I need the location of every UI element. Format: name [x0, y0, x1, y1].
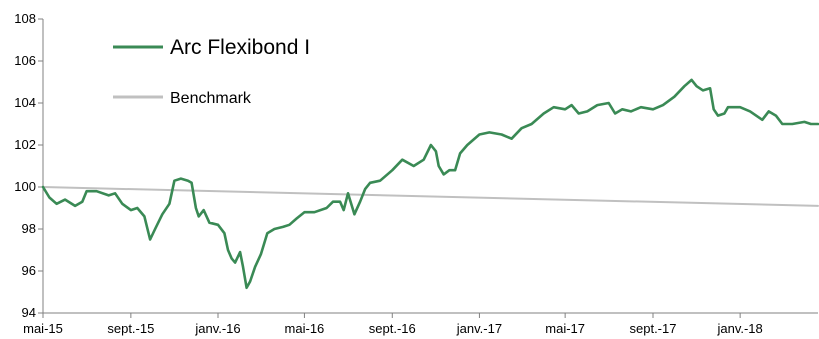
- legend-label-arc-flexibond: Arc Flexibond I: [170, 36, 310, 59]
- x-tick-label-8: janv.-18: [716, 321, 762, 336]
- y-tick-label-108: 108: [14, 11, 36, 26]
- y-tick-label-94: 94: [22, 305, 36, 320]
- x-tick-label-6: mai-17: [545, 321, 585, 336]
- y-tick-label-98: 98: [22, 221, 36, 236]
- x-axis: mai-15 sept.-15 janv.-16 mai-16 sept.-16 janv…: [23, 312, 818, 336]
- y-tick-label-104: 104: [14, 95, 36, 110]
- y-tick-label-96: 96: [22, 263, 36, 278]
- series-line-benchmark: [42, 186, 819, 207]
- series-line-arc-flexibond: [41, 78, 819, 290]
- legend: Arc Flexibond I Benchmark: [113, 36, 310, 107]
- x-tick-label-4: sept.-16: [369, 321, 416, 336]
- legend-label-benchmark: Benchmark: [170, 90, 252, 107]
- y-tick-label-106: 106: [14, 53, 36, 68]
- x-tick-label-0: mai-15: [23, 321, 63, 336]
- y-tick-label-102: 102: [14, 137, 36, 152]
- x-tick-label-1: sept.-15: [107, 321, 154, 336]
- x-tick-label-7: sept.-17: [630, 321, 677, 336]
- y-tick-label-100: 100: [14, 179, 36, 194]
- series-layer: [41, 78, 819, 290]
- y-axis: 94 96 98 100 102 104 106 108: [14, 11, 44, 320]
- x-tick-label-3: mai-16: [285, 321, 325, 336]
- x-tick-label-2: janv.-16: [194, 321, 240, 336]
- x-tick-label-5: janv.-17: [456, 321, 502, 336]
